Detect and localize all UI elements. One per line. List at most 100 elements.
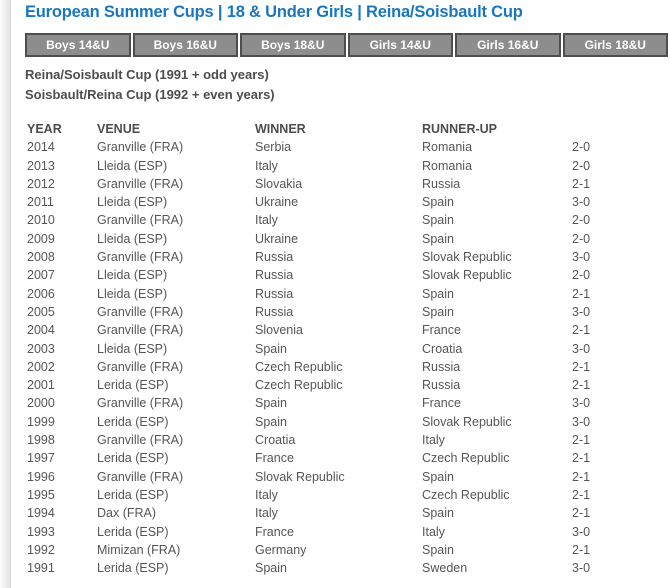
cell-year: 2010 bbox=[27, 213, 55, 228]
cell-score: 2-0 bbox=[572, 231, 591, 246]
cell-runner-up: Russia bbox=[422, 176, 461, 191]
cell-year: 2012 bbox=[27, 176, 55, 191]
cell-score: 2-1 bbox=[572, 542, 591, 557]
column-header-venue: VENUE bbox=[97, 122, 141, 136]
table-row: 1998 Granville (FRA) Croatia Italy 2-1 bbox=[25, 431, 670, 449]
cell-score: 2-1 bbox=[572, 323, 591, 338]
cell-score: 2-1 bbox=[572, 469, 591, 484]
cell-year: 2001 bbox=[27, 378, 55, 393]
cell-venue: Granville (FRA) bbox=[97, 323, 184, 338]
cell-year: 1998 bbox=[27, 433, 55, 448]
cell-winner: Italy bbox=[255, 158, 278, 173]
column-header-score bbox=[570, 120, 670, 138]
cell-runner-up: France bbox=[422, 396, 461, 411]
cell-venue: Lleida (ESP) bbox=[97, 195, 168, 210]
table-row: 2005 Granville (FRA) Russia Spain 3-0 bbox=[25, 303, 670, 321]
table-row: 2002 Granville (FRA) Czech Republic Russia 2… bbox=[25, 358, 670, 376]
cell-runner-up: Russia bbox=[422, 378, 461, 393]
column-header-winner: WINNER bbox=[255, 122, 306, 136]
cell-year: 2007 bbox=[27, 268, 55, 283]
cell-score: 2-0 bbox=[572, 158, 591, 173]
page-title: European Summer Cups | 18 & Under Girls … bbox=[25, 3, 523, 21]
table-row: 1993 Lerida (ESP) France Italy 3-0 bbox=[25, 523, 670, 541]
cell-runner-up: Russia bbox=[422, 359, 461, 374]
cell-year: 1999 bbox=[27, 414, 55, 429]
cell-score: 2-1 bbox=[572, 378, 591, 393]
results-table: YEAR VENUE WINNER RUNNER-UP 2014 Granvill… bbox=[25, 120, 670, 577]
table-row: 2014 Granville (FRA) Serbia Romania 2-0 bbox=[25, 138, 670, 156]
cell-year: 2006 bbox=[27, 286, 55, 301]
cell-winner: Russia bbox=[255, 268, 294, 283]
cell-winner: Slovak Republic bbox=[255, 469, 345, 484]
cell-year: 2000 bbox=[27, 396, 55, 411]
cell-venue: Lleida (ESP) bbox=[97, 286, 168, 301]
cell-year: 1993 bbox=[27, 524, 55, 539]
cell-runner-up: Slovak Republic bbox=[422, 268, 512, 283]
tab-boys-14u[interactable]: Boys 14&U bbox=[25, 33, 131, 57]
table-row: 2001 Lerida (ESP) Czech Republic Russia 2-1 bbox=[25, 376, 670, 394]
column-header-year: YEAR bbox=[27, 122, 62, 136]
tab-girls-18u[interactable]: Girls 18&U bbox=[562, 33, 668, 57]
cell-winner: Slovakia bbox=[255, 176, 303, 191]
cell-runner-up: Spain bbox=[422, 286, 454, 301]
cell-venue: Lerida (ESP) bbox=[97, 414, 169, 429]
cup-naming-note: Reina/Soisbault Cup (1991 + odd years) S… bbox=[25, 65, 670, 105]
cell-year: 1992 bbox=[27, 542, 55, 557]
cell-winner: Ukraine bbox=[255, 195, 299, 210]
cell-venue: Dax (FRA) bbox=[97, 506, 157, 521]
table-row: 2012 Granville (FRA) Slovakia Russia 2-1 bbox=[25, 175, 670, 193]
cell-venue: Lerida (ESP) bbox=[97, 378, 169, 393]
tab-boys-16u[interactable]: Boys 16&U bbox=[132, 33, 238, 57]
cell-year: 2004 bbox=[27, 323, 55, 338]
cell-venue: Lleida (ESP) bbox=[97, 158, 168, 173]
cell-score: 3-0 bbox=[572, 304, 591, 319]
cell-year: 1996 bbox=[27, 469, 55, 484]
cell-score: 3-0 bbox=[572, 561, 591, 576]
cell-year: 1995 bbox=[27, 487, 55, 502]
table-row: 2011 Lleida (ESP) Ukraine Spain 3-0 bbox=[25, 193, 670, 211]
cell-venue: Granville (FRA) bbox=[97, 140, 184, 155]
cell-year: 2005 bbox=[27, 304, 55, 319]
cell-runner-up: Spain bbox=[422, 469, 454, 484]
cell-score: 3-0 bbox=[572, 524, 591, 539]
cell-venue: Lerida (ESP) bbox=[97, 451, 169, 466]
cell-score: 2-0 bbox=[572, 268, 591, 283]
cell-runner-up: Spain bbox=[422, 506, 454, 521]
table-row: 2004 Granville (FRA) Slovenia France 2-1 bbox=[25, 321, 670, 339]
cell-year: 1994 bbox=[27, 506, 55, 521]
cell-year: 2011 bbox=[27, 195, 54, 210]
table-row: 2009 Lleida (ESP) Ukraine Spain 2-0 bbox=[25, 230, 670, 248]
cell-score: 2-1 bbox=[572, 286, 591, 301]
left-page-edge bbox=[0, 0, 11, 588]
table-row: 2006 Lleida (ESP) Russia Spain 2-1 bbox=[25, 285, 670, 303]
cell-winner: Spain bbox=[255, 341, 287, 356]
table-row: 2003 Lleida (ESP) Spain Croatia 3-0 bbox=[25, 340, 670, 358]
cell-winner: Spain bbox=[255, 561, 287, 576]
table-row: 1999 Lerida (ESP) Spain Slovak Republic 3-0 bbox=[25, 413, 670, 431]
cell-score: 2-0 bbox=[572, 140, 591, 155]
table-row: 2000 Granville (FRA) Spain France 3-0 bbox=[25, 394, 670, 412]
content-area: European Summer Cups | 18 & Under Girls … bbox=[25, 0, 670, 588]
table-row: 1992 Mimizan (FRA) Germany Spain 2-1 bbox=[25, 541, 670, 559]
cell-runner-up: Czech Republic bbox=[422, 487, 510, 502]
cell-winner: France bbox=[255, 451, 294, 466]
cell-runner-up: Italy bbox=[422, 433, 445, 448]
cell-venue: Granville (FRA) bbox=[97, 433, 184, 448]
cell-venue: Lerida (ESP) bbox=[97, 487, 169, 502]
tab-girls-14u[interactable]: Girls 14&U bbox=[347, 33, 453, 57]
tab-girls-16u[interactable]: Girls 16&U bbox=[455, 33, 561, 57]
cell-year: 2008 bbox=[27, 250, 55, 265]
cell-venue: Granville (FRA) bbox=[97, 304, 184, 319]
cell-runner-up: Spain bbox=[422, 304, 454, 319]
cell-runner-up: Sweden bbox=[422, 561, 468, 576]
cell-winner: France bbox=[255, 524, 294, 539]
tab-boys-18u[interactable]: Boys 18&U bbox=[240, 33, 346, 57]
cell-score: 2-1 bbox=[572, 451, 591, 466]
cell-score: 2-1 bbox=[572, 433, 591, 448]
cell-venue: Granville (FRA) bbox=[97, 213, 184, 228]
cell-runner-up: Croatia bbox=[422, 341, 463, 356]
cell-runner-up: Italy bbox=[422, 524, 445, 539]
results-header-row: YEAR VENUE WINNER RUNNER-UP bbox=[25, 120, 670, 138]
cell-score: 2-1 bbox=[572, 506, 591, 521]
